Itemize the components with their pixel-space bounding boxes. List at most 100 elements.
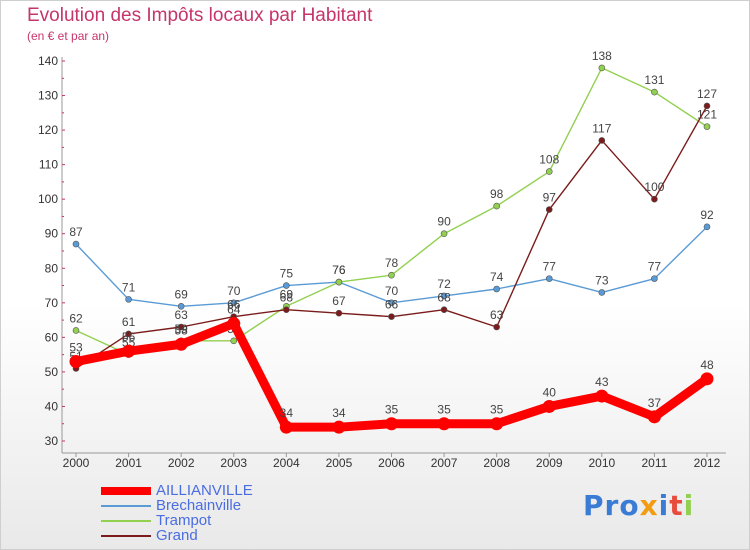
x-tick-label: 2001 <box>115 456 142 470</box>
data-label-trampot: 62 <box>69 311 83 325</box>
data-label-brechainville: 75 <box>280 267 294 281</box>
y-tick-label: 120 <box>38 123 58 137</box>
legend-label-aillianville: AILLIANVILLE <box>156 482 253 499</box>
data-label-trampot: 78 <box>385 256 399 270</box>
data-label-aillianville: 37 <box>648 396 662 410</box>
data-label-aillianville: 35 <box>385 403 399 417</box>
data-point-brechainville <box>283 282 290 289</box>
data-label-aillianville: 34 <box>280 406 294 420</box>
data-label-grand: 66 <box>385 298 399 312</box>
data-point-grand <box>177 323 185 331</box>
legend-swatch-trampot <box>101 520 151 522</box>
data-label-brechainville: 72 <box>437 277 451 291</box>
data-label-trampot: 138 <box>592 49 612 63</box>
x-tick-label: 2000 <box>63 456 90 470</box>
legend-label-brechainville: Brechainville <box>156 497 242 514</box>
data-point-grand <box>440 306 448 314</box>
data-label-brechainville: 70 <box>227 284 241 298</box>
legend-label-trampot: Trampot <box>156 512 212 529</box>
y-tick-label: 100 <box>38 192 58 206</box>
y-tick-label: 90 <box>45 227 59 241</box>
data-point-trampot <box>651 88 658 96</box>
data-label-grand: 68 <box>437 291 451 305</box>
x-tick-label: 2012 <box>694 456 721 470</box>
data-point-aillianville <box>647 410 661 424</box>
data-point-trampot <box>493 202 500 210</box>
data-label-brechainville: 76 <box>332 263 346 277</box>
data-label-aillianville: 35 <box>437 403 451 417</box>
logo-letter: r <box>604 489 620 522</box>
data-point-brechainville <box>545 275 553 282</box>
data-label-aillianville: 64 <box>227 303 241 317</box>
data-point-aillianville <box>174 337 188 351</box>
legend-swatch-brechainville <box>101 505 151 507</box>
data-point-grand <box>125 330 132 338</box>
data-point-trampot <box>335 278 343 286</box>
data-point-aillianville <box>332 420 346 434</box>
logo-letter: x <box>639 489 659 522</box>
data-label-brechainville: 70 <box>385 284 399 298</box>
chart-subtitle: (en € et par an) <box>27 29 110 43</box>
data-label-aillianville: 58 <box>174 323 188 337</box>
data-point-grand <box>651 195 658 203</box>
x-tick-label: 2003 <box>220 456 247 470</box>
data-label-brechainville: 74 <box>490 270 504 284</box>
data-point-trampot <box>598 64 606 72</box>
data-point-trampot <box>230 337 238 345</box>
data-label-aillianville: 34 <box>332 406 346 420</box>
data-point-aillianville <box>595 389 609 403</box>
logo-letter: P <box>583 489 605 522</box>
proxiti-logo: Proxiti <box>583 489 694 522</box>
data-point-brechainville <box>388 299 395 307</box>
y-tick-label: 130 <box>38 89 58 103</box>
data-point-brechainville <box>230 299 238 307</box>
data-label-trampot: 76 <box>332 263 346 277</box>
data-label-grand: 100 <box>644 180 664 194</box>
data-label-aillianville: 40 <box>543 385 557 399</box>
y-tick-label: 50 <box>45 365 59 379</box>
chart-title: Evolution des Impôts locaux par Habitant <box>27 5 373 26</box>
data-point-aillianville <box>700 372 714 386</box>
x-tick-label: 2004 <box>273 456 300 470</box>
data-label-grand: 127 <box>697 87 717 101</box>
data-point-trampot <box>440 230 448 238</box>
data-label-grand: 117 <box>592 121 611 135</box>
legend-swatch-grand <box>101 535 151 537</box>
logo-letter: i <box>683 489 695 522</box>
logo-letter: o <box>619 489 640 522</box>
data-label-trampot: 131 <box>644 73 664 87</box>
data-label-grand: 67 <box>332 294 346 308</box>
y-tick-label: 60 <box>45 330 59 344</box>
data-label-brechainville: 92 <box>700 208 714 222</box>
data-label-trampot: 98 <box>490 187 504 201</box>
data-label-grand: 66 <box>227 298 241 312</box>
data-point-brechainville <box>125 296 132 303</box>
data-label-grand: 68 <box>280 291 294 305</box>
data-point-brechainville <box>72 240 80 248</box>
legend-label-grand: Grand <box>156 527 198 544</box>
data-point-aillianville <box>122 344 136 358</box>
legend-swatch-aillianville <box>101 487 151 495</box>
logo-letter: i <box>658 489 670 522</box>
logo-letter: t <box>669 489 684 522</box>
data-label-brechainville: 71 <box>122 280 136 294</box>
data-label-aillianville: 53 <box>69 341 83 355</box>
data-label-aillianville: 35 <box>490 403 504 417</box>
y-tick-label: 140 <box>38 54 58 68</box>
data-point-brechainville <box>493 285 500 293</box>
x-tick-label: 2002 <box>168 456 195 470</box>
data-label-brechainville: 77 <box>648 260 662 274</box>
data-label-grand: 63 <box>174 308 188 322</box>
data-point-trampot <box>72 327 80 334</box>
y-tick-label: 30 <box>45 434 59 448</box>
x-tick-label: 2007 <box>431 456 458 470</box>
x-tick-label: 2006 <box>378 456 405 470</box>
data-label-aillianville: 56 <box>122 330 136 344</box>
data-point-grand <box>703 102 711 110</box>
x-tick-label: 2010 <box>588 456 615 470</box>
data-point-brechainville <box>651 275 658 282</box>
data-label-trampot: 69 <box>280 287 294 301</box>
data-label-aillianville: 43 <box>595 375 609 389</box>
